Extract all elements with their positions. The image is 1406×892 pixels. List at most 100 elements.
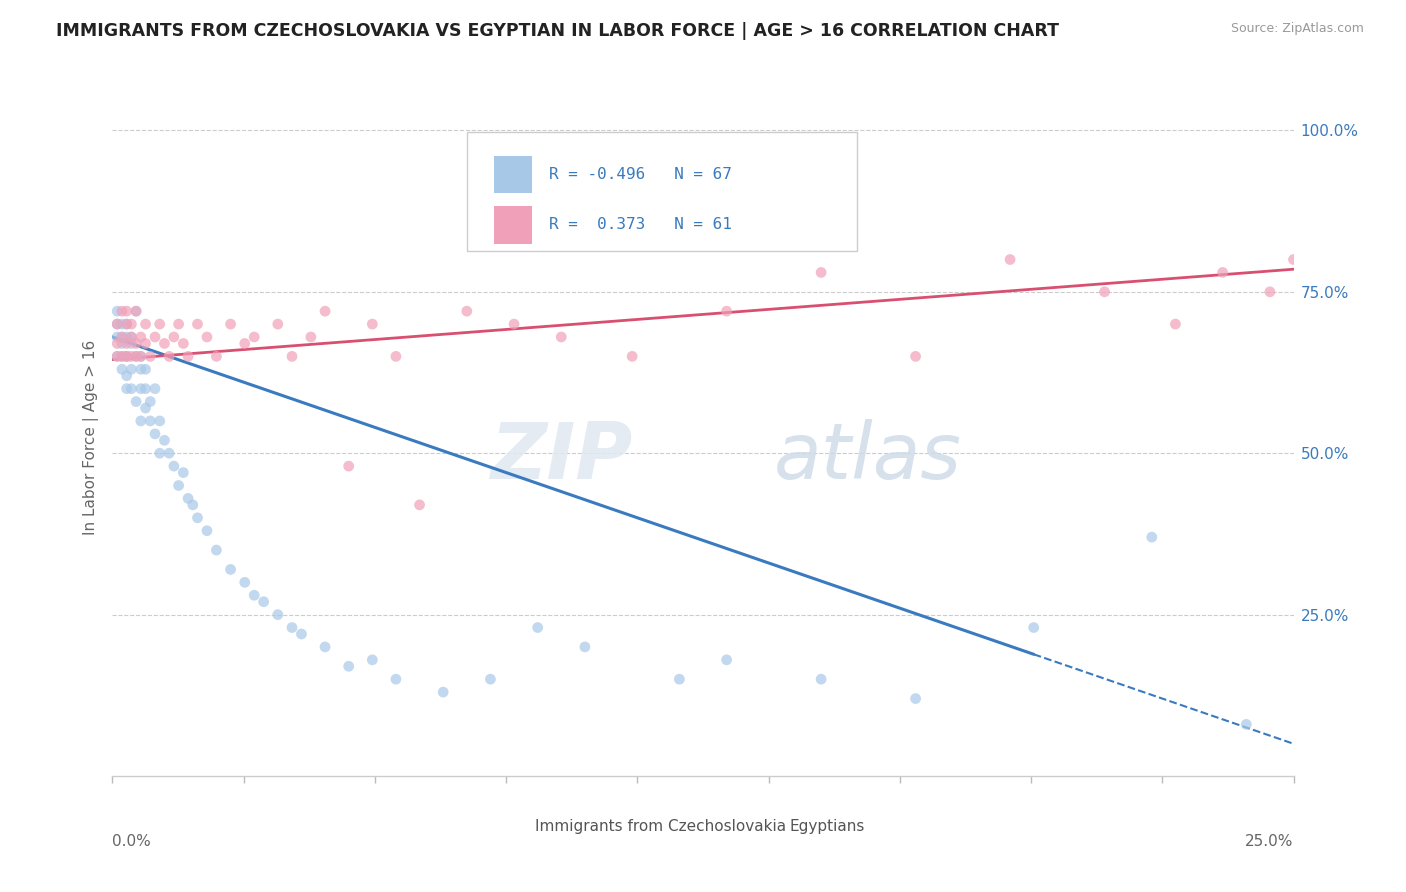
Point — [111, 330, 134, 344]
Point — [125, 304, 148, 318]
Point — [281, 350, 304, 364]
Point — [120, 330, 142, 344]
Point — [115, 368, 138, 383]
Point — [716, 304, 738, 318]
Point — [143, 382, 166, 396]
Point — [139, 414, 162, 428]
FancyBboxPatch shape — [494, 156, 531, 194]
Point — [337, 659, 360, 673]
Point — [105, 350, 128, 364]
Point — [550, 330, 572, 344]
Point — [299, 330, 322, 344]
Point — [115, 350, 138, 364]
Point — [111, 304, 134, 318]
Point — [115, 350, 138, 364]
Point — [243, 588, 266, 602]
Point — [668, 672, 690, 686]
Y-axis label: In Labor Force | Age > 16: In Labor Force | Age > 16 — [83, 340, 98, 534]
Point — [503, 317, 526, 331]
FancyBboxPatch shape — [496, 814, 530, 839]
Point — [157, 446, 180, 460]
Point — [172, 466, 194, 480]
Point — [172, 336, 194, 351]
Point — [129, 382, 152, 396]
Point — [243, 330, 266, 344]
Point — [456, 304, 478, 318]
Point — [432, 685, 454, 699]
Point — [135, 362, 157, 376]
Point — [143, 426, 166, 441]
Point — [120, 350, 142, 364]
Text: ZIP: ZIP — [489, 419, 633, 495]
Point — [177, 350, 200, 364]
Point — [125, 350, 148, 364]
Point — [233, 575, 256, 590]
Point — [111, 330, 134, 344]
Point — [186, 317, 208, 331]
Point — [111, 336, 134, 351]
FancyBboxPatch shape — [751, 814, 783, 839]
Point — [998, 252, 1021, 267]
Text: Egyptians: Egyptians — [789, 820, 865, 834]
Point — [157, 350, 180, 364]
Point — [167, 317, 190, 331]
Point — [810, 672, 832, 686]
Point — [1282, 252, 1305, 267]
Point — [120, 336, 142, 351]
Point — [810, 265, 832, 279]
Text: Source: ZipAtlas.com: Source: ZipAtlas.com — [1230, 22, 1364, 36]
Point — [1212, 265, 1234, 279]
Point — [115, 382, 138, 396]
Point — [139, 350, 162, 364]
Point — [153, 336, 176, 351]
Point — [219, 317, 242, 331]
Point — [574, 640, 596, 654]
Point — [105, 317, 128, 331]
Point — [135, 401, 157, 415]
Point — [361, 653, 384, 667]
Point — [1330, 285, 1353, 299]
Point — [149, 414, 172, 428]
Point — [105, 350, 128, 364]
Point — [716, 653, 738, 667]
Point — [1234, 717, 1257, 731]
Point — [120, 330, 142, 344]
Point — [267, 607, 290, 622]
Point — [186, 510, 208, 524]
Point — [129, 414, 152, 428]
Point — [195, 330, 218, 344]
Point — [408, 498, 430, 512]
Point — [1164, 317, 1187, 331]
Point — [129, 330, 152, 344]
Point — [125, 304, 148, 318]
Point — [1022, 621, 1045, 635]
Point — [115, 330, 138, 344]
Point — [904, 691, 927, 706]
Point — [120, 362, 142, 376]
Point — [115, 304, 138, 318]
Point — [120, 317, 142, 331]
Point — [621, 350, 644, 364]
FancyBboxPatch shape — [494, 206, 531, 244]
Point — [105, 317, 128, 331]
Point — [233, 336, 256, 351]
Point — [205, 543, 228, 558]
Point — [129, 362, 152, 376]
Text: IMMIGRANTS FROM CZECHOSLOVAKIA VS EGYPTIAN IN LABOR FORCE | AGE > 16 CORRELATION: IMMIGRANTS FROM CZECHOSLOVAKIA VS EGYPTI… — [56, 22, 1059, 40]
Point — [1094, 285, 1116, 299]
Point — [125, 394, 148, 409]
Point — [125, 336, 148, 351]
Text: Immigrants from Czechoslovakia: Immigrants from Czechoslovakia — [536, 820, 786, 834]
Point — [111, 350, 134, 364]
Point — [115, 317, 138, 331]
Point — [135, 382, 157, 396]
Point — [135, 317, 157, 331]
Point — [314, 640, 336, 654]
Point — [205, 350, 228, 364]
Point — [219, 562, 242, 576]
Point — [253, 595, 276, 609]
Point — [314, 304, 336, 318]
Point — [139, 394, 162, 409]
Text: R =  0.373   N = 61: R = 0.373 N = 61 — [550, 218, 733, 233]
Point — [1306, 304, 1329, 318]
